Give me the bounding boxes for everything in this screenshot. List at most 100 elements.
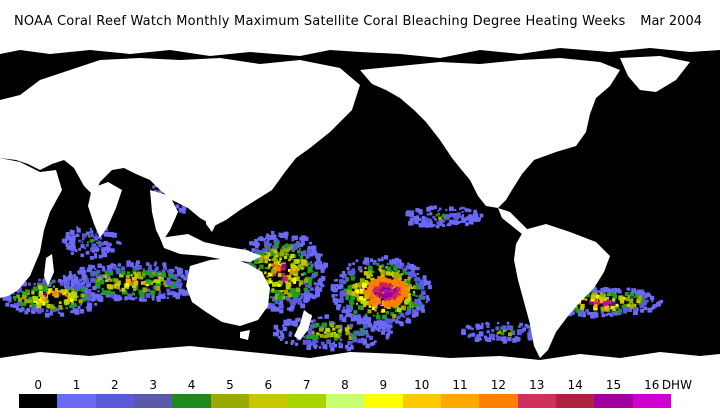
hotspot-pixel [113,265,118,270]
hotspot-pixel [38,287,44,293]
hotspot-pixel [103,241,108,245]
hotspot-pixel [35,298,39,302]
landmasses [0,40,720,371]
hotspot-pixel [491,329,495,333]
hotspot-pixel [316,283,319,286]
hotspot-pixel [127,293,133,299]
hotspot-pixel [419,300,422,303]
hotspot-pixel [313,344,316,348]
hotspot-pixel [291,248,296,252]
hotspot-pixel [388,297,392,301]
hotspot-pixel [97,240,102,245]
hotspot-pixel [149,269,154,275]
hotspot-pixel [165,280,170,285]
hotspot-pixel [483,335,488,339]
hotspot-pixel [18,286,22,290]
hotspot-pixel [100,280,105,285]
hotspot-pixel [405,286,409,289]
hotspot-pixel [626,297,630,302]
hotspot-pixel [41,298,45,302]
hotspot-pixel [307,295,311,299]
hotspot-pixel [363,324,368,329]
hotspot-pixel [60,312,65,317]
hotspot-pixel [594,298,598,302]
hotspot-pixel [142,270,146,274]
hotspot-pixel [87,288,92,293]
hotspot-pixel [272,296,277,301]
hotspot-pixel [348,335,353,340]
hotspot-pixel [603,287,606,290]
hotspot-pixel [251,264,256,268]
hotspot-pixel [271,303,275,307]
hotspot-pixel [633,307,638,312]
hotspot-pixel [268,259,271,262]
hotspot-pixel [498,331,501,334]
hotspot-pixel [121,266,126,271]
hotspot-pixel [256,242,260,247]
hotspot-pixel [96,298,100,301]
hotspot-pixel [142,275,145,278]
hotspot-pixel [379,321,383,325]
hotspot-pixel [407,302,410,306]
legend-swatch-5 [210,394,250,408]
hotspot-pixel [291,339,295,344]
hotspot-pixel [366,290,370,293]
hotspot-pixel [338,298,344,304]
hotspot-pixel [14,302,19,308]
hotspot-pixel [362,343,365,346]
hotspot-pixel [395,262,400,267]
legend-tick-6: 6 [264,378,273,392]
hotspot-pixel [69,229,72,232]
hotspot-pixel [619,299,625,304]
hotspot-pixel [473,209,478,214]
hotspot-pixel [303,278,309,284]
hotspot-pixel [278,234,281,237]
hotspot-pixel [336,306,341,311]
hotspot-pixel [183,276,188,281]
hotspot-pixel [272,332,278,337]
hotspot-pixel [349,270,354,275]
hotspot-pixel [264,255,269,260]
philippines-landmass [206,206,218,232]
hotspot-pixel [307,276,313,282]
hotspot-pixel [262,238,265,241]
hotspot-pixel [304,292,308,297]
hotspot-pixel [306,298,310,302]
hotspot-pixel [392,318,395,322]
hotspot-pixel [88,295,92,299]
hotspot-pixel [181,205,184,208]
hotspot-pixel [315,293,320,298]
hotspot-pixel [154,184,157,187]
hotspot-pixel [364,280,368,283]
hotspot-pixel [170,290,174,294]
hotspot-pixel [429,219,432,222]
hotspot-pixel [306,253,309,256]
hotspot-pixel [312,323,317,328]
hotspot-pixel [270,248,274,252]
hotspot-pixel [262,248,266,253]
hotspot-pixel [114,294,118,297]
hotspot-pixel [298,254,301,257]
hotspot-pixel [423,279,428,284]
hotspot-pixel [71,247,74,251]
hotspot-pixel [639,298,645,304]
hotspot-pixel [135,296,138,299]
hotspot-pixel [278,302,283,307]
hotspot-pixel [164,282,170,288]
hotspot-pixel [390,284,394,288]
hotspot-pixel [367,270,373,276]
hotspot-pixel [28,296,34,302]
hotspot-pixel [381,308,386,313]
hotspot-pixel [354,293,359,298]
australia-landmass [186,258,270,326]
hotspot-pixel [304,288,308,291]
hotspot-pixel [85,306,89,309]
hotspot-pixel [346,346,351,352]
hotspot-pixel [501,336,505,340]
hotspot-pixel [593,306,598,311]
legend-tick-16: 16 [644,378,660,392]
hotspot-pixel [294,342,298,346]
hotspot-pixel [309,293,313,297]
hotspot-pixel [132,297,136,301]
hotspot-pixel [356,296,361,301]
